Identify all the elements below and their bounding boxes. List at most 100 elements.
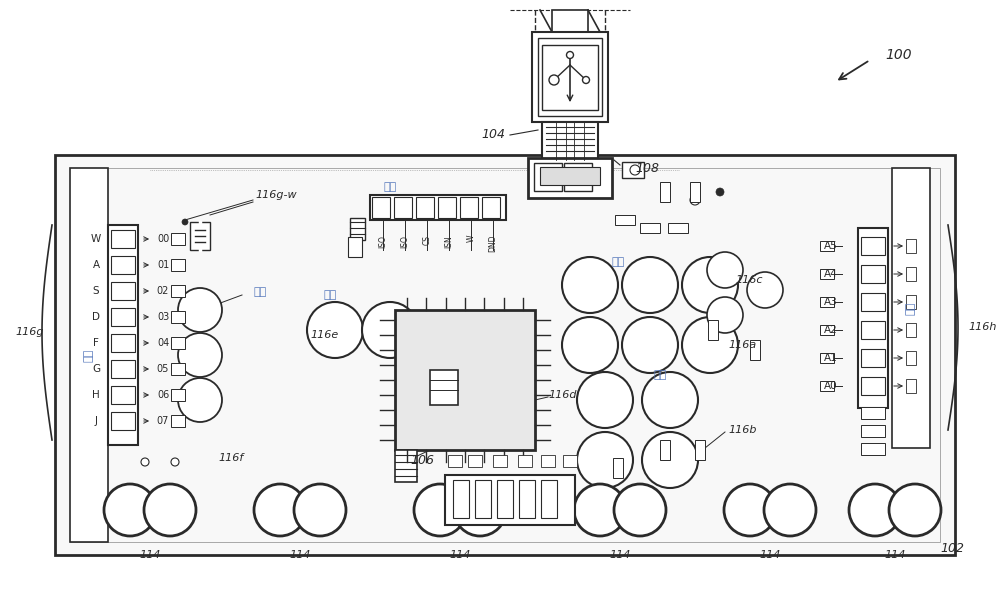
Text: 07: 07 xyxy=(157,416,169,426)
Circle shape xyxy=(707,252,743,288)
Text: 102: 102 xyxy=(940,542,964,554)
Circle shape xyxy=(566,52,574,58)
Text: 114: 114 xyxy=(759,550,781,560)
Bar xyxy=(690,182,700,202)
Circle shape xyxy=(716,188,724,196)
Bar xyxy=(55,155,955,555)
Circle shape xyxy=(178,288,222,332)
Bar xyxy=(540,167,600,185)
Text: 106: 106 xyxy=(410,453,434,467)
Bar xyxy=(906,267,916,281)
Text: ISO: ISO xyxy=(378,235,388,248)
Bar xyxy=(171,389,185,401)
Text: 100: 100 xyxy=(885,48,912,62)
Circle shape xyxy=(690,195,700,205)
Text: 05: 05 xyxy=(157,364,169,374)
Text: 03: 03 xyxy=(157,312,169,322)
Text: F: F xyxy=(93,338,99,348)
Circle shape xyxy=(574,484,626,536)
Circle shape xyxy=(889,484,941,536)
Text: CS: CS xyxy=(422,235,432,245)
Text: A3: A3 xyxy=(824,297,838,307)
Bar xyxy=(171,415,185,427)
Bar xyxy=(372,197,390,218)
Bar xyxy=(519,480,535,518)
Circle shape xyxy=(747,272,783,308)
Bar xyxy=(348,237,362,257)
Text: 116d: 116d xyxy=(548,390,576,400)
Bar xyxy=(438,197,456,218)
Bar xyxy=(70,168,108,542)
Circle shape xyxy=(307,302,363,358)
Circle shape xyxy=(577,372,633,428)
Bar xyxy=(448,455,462,467)
Bar xyxy=(820,353,834,363)
Bar xyxy=(820,381,834,391)
Text: 116c: 116c xyxy=(735,275,763,285)
Text: ISN: ISN xyxy=(444,235,454,248)
Text: 116b: 116b xyxy=(728,425,757,435)
Bar xyxy=(70,168,940,542)
Bar xyxy=(906,351,916,365)
Bar xyxy=(111,360,135,378)
Bar xyxy=(534,163,562,191)
Text: 114: 114 xyxy=(449,550,471,560)
Text: 116g-w: 116g-w xyxy=(255,190,297,200)
Circle shape xyxy=(582,76,590,84)
Bar xyxy=(395,450,417,482)
Bar xyxy=(460,197,478,218)
Bar xyxy=(482,197,500,218)
Bar xyxy=(394,197,412,218)
Text: H: H xyxy=(92,390,100,400)
Text: 点击: 点击 xyxy=(253,287,267,297)
Circle shape xyxy=(614,484,666,536)
Circle shape xyxy=(849,484,901,536)
Bar xyxy=(820,325,834,335)
Circle shape xyxy=(562,257,618,313)
Circle shape xyxy=(642,372,698,428)
Bar xyxy=(493,455,507,467)
Text: 键盘: 键盘 xyxy=(84,349,94,362)
Bar xyxy=(640,223,660,233)
Bar xyxy=(528,158,612,198)
Bar xyxy=(395,310,535,450)
Bar xyxy=(445,475,575,525)
Bar xyxy=(861,265,885,283)
Bar xyxy=(541,480,557,518)
Circle shape xyxy=(577,432,633,488)
Circle shape xyxy=(362,302,418,358)
Bar xyxy=(542,45,598,110)
Text: DND: DND xyxy=(488,235,498,252)
Text: 00: 00 xyxy=(157,234,169,244)
Bar xyxy=(861,293,885,311)
Circle shape xyxy=(724,484,776,536)
Circle shape xyxy=(294,484,346,536)
Circle shape xyxy=(141,458,149,466)
Text: S: S xyxy=(93,286,99,296)
Circle shape xyxy=(622,257,678,313)
Bar xyxy=(171,363,185,375)
Circle shape xyxy=(630,165,640,175)
Bar xyxy=(892,168,930,448)
Text: A1: A1 xyxy=(824,353,838,363)
Bar xyxy=(350,218,365,240)
Bar xyxy=(430,370,458,405)
Text: 114: 114 xyxy=(289,550,311,560)
Text: A2: A2 xyxy=(824,325,838,335)
Bar xyxy=(111,412,135,430)
Circle shape xyxy=(104,484,156,536)
Bar xyxy=(695,440,705,460)
Text: 02: 02 xyxy=(157,286,169,296)
Text: 上拉: 上拉 xyxy=(383,182,397,192)
Bar xyxy=(660,440,670,460)
Circle shape xyxy=(144,484,196,536)
Text: J: J xyxy=(94,416,98,426)
Circle shape xyxy=(178,333,222,377)
Text: A: A xyxy=(92,260,100,270)
Circle shape xyxy=(682,257,738,313)
Text: 116f: 116f xyxy=(218,453,243,463)
Text: 116a: 116a xyxy=(728,340,756,350)
Bar xyxy=(750,340,760,360)
Text: 116e: 116e xyxy=(310,330,338,340)
Circle shape xyxy=(549,75,559,85)
